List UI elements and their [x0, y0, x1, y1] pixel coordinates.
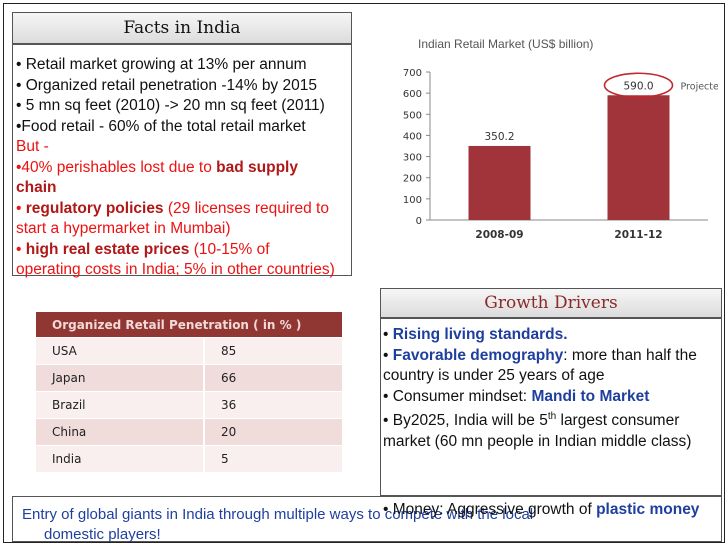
growth-bullet: •: [383, 326, 393, 343]
growth-sup: th: [547, 411, 557, 422]
growth-text-rest: : more than half the country is under 25…: [383, 346, 697, 385]
y-tick-label: 200: [403, 174, 422, 185]
y-tick-label: 600: [403, 89, 422, 100]
value-cell: 20: [204, 418, 342, 446]
growth-bold: plastic money: [596, 501, 700, 518]
growth-title: Growth Drivers: [380, 288, 722, 318]
facts-bullet: • Retail market growing at 13% per annum: [16, 56, 307, 73]
country-cell: USA: [36, 337, 205, 365]
facts-box: [12, 44, 352, 276]
chart-title: Indian Retail Market (US$ billion): [418, 37, 594, 51]
value-cell: 85: [204, 337, 342, 365]
y-tick-label: 500: [403, 110, 422, 121]
x-tick-label: 2008-09: [475, 229, 523, 241]
growth-box: [380, 318, 722, 496]
growth-bold: Rising living standards.: [392, 326, 568, 343]
y-tick-label: 100: [403, 195, 422, 206]
facts-title: Facts in India: [12, 12, 352, 44]
table-header: Organized Retail Penetration ( in % ): [36, 312, 342, 338]
table-row: China 20: [36, 418, 342, 446]
growth-item: • Favorable demography: more than half t…: [383, 346, 723, 387]
growth-text: • Rising living standards. • Favorable d…: [383, 325, 723, 452]
issue-text: (29 licenses required to start a hyperma…: [16, 199, 329, 238]
issue-regulatory: • regulatory policies (29 licenses requi…: [16, 199, 336, 240]
bar: [607, 95, 670, 220]
growth-item: • By2025, India will be 5th largest cons…: [383, 407, 723, 452]
x-tick-label: 2011-12: [614, 229, 662, 241]
penetration-table: Organized Retail Penetration ( in % ) US…: [36, 312, 342, 473]
growth-bold: Favorable demography: [392, 346, 564, 364]
value-cell: 5: [204, 445, 342, 473]
bottom-line: Entry of global giants in India through …: [22, 506, 534, 523]
projected-label: Projected: [681, 81, 719, 92]
facts-text: • Retail market growing at 13% per annum…: [16, 55, 336, 281]
projected-circle: [603, 72, 674, 99]
facts-bullet: • Organized retail penetration -14% by 2…: [16, 76, 317, 94]
y-tick-label: 400: [403, 131, 422, 142]
table-row: Japan 66: [36, 364, 342, 392]
growth-text-pre: • By2025, India will be 5: [383, 412, 548, 430]
slide-frame: [3, 3, 725, 543]
growth-money-item: • Money: Aggressive growth of plastic mo…: [383, 500, 723, 520]
issue-text: (10-15% of operating costs in India; 5% …: [16, 240, 335, 279]
growth-text-pre: • Consumer mindset:: [383, 387, 532, 405]
data-label: 590.0: [623, 80, 653, 92]
but-label: But -: [16, 138, 49, 155]
country-cell: China: [36, 418, 205, 446]
growth-bold: Mandi to Market: [531, 387, 650, 405]
table-row: USA 85: [36, 337, 342, 365]
growth-text-rest: largest consumer market (60 mn people in…: [383, 412, 692, 450]
table-row: India 5: [36, 445, 342, 473]
country-cell: Brazil: [36, 391, 205, 419]
growth-text-pre: • Money: Aggressive growth of: [383, 501, 597, 518]
issue-bullet: •: [16, 240, 26, 258]
issue-bold: bad supply chain: [16, 158, 298, 197]
y-tick-label: 300: [403, 153, 422, 164]
y-tick-label: 700: [403, 68, 422, 79]
issue-bold: high real estate prices: [25, 240, 190, 258]
growth-bullet: •: [383, 346, 393, 364]
table-row: Brazil 36: [36, 391, 342, 419]
issue-bullet: •: [16, 199, 26, 217]
bottom-box: [12, 496, 722, 542]
issue-bold: regulatory policies: [25, 199, 164, 217]
value-cell: 66: [204, 364, 342, 392]
data-label: 350.2: [484, 131, 514, 143]
facts-bullet: •Food retail - 60% of the total retail m…: [16, 117, 306, 135]
value-cell: 36: [204, 391, 342, 419]
y-tick-label: 0: [416, 216, 422, 227]
bar: [468, 145, 531, 220]
growth-item: • Consumer mindset: Mandi to Market: [383, 387, 723, 408]
country-cell: India: [36, 445, 205, 473]
issue-supply-chain: •40% perishables lost due to bad supply …: [16, 158, 336, 199]
facts-bullet: • 5 mn sq feet (2010) -> 20 mn sq feet (…: [16, 97, 325, 114]
issue-real-estate: • high real estate prices (10-15% of ope…: [16, 240, 336, 281]
issue-text: •40% perishables lost due to: [16, 158, 217, 176]
growth-item: • Rising living standards.: [383, 325, 723, 346]
bottom-line: domestic players!: [44, 526, 161, 543]
country-cell: Japan: [36, 364, 205, 392]
bottom-text: Entry of global giants in India through …: [22, 505, 542, 545]
retail-market-chart: 0 100 200 300 400 500 600 700 350.2 2008-09 590.0 2…: [403, 68, 719, 241]
